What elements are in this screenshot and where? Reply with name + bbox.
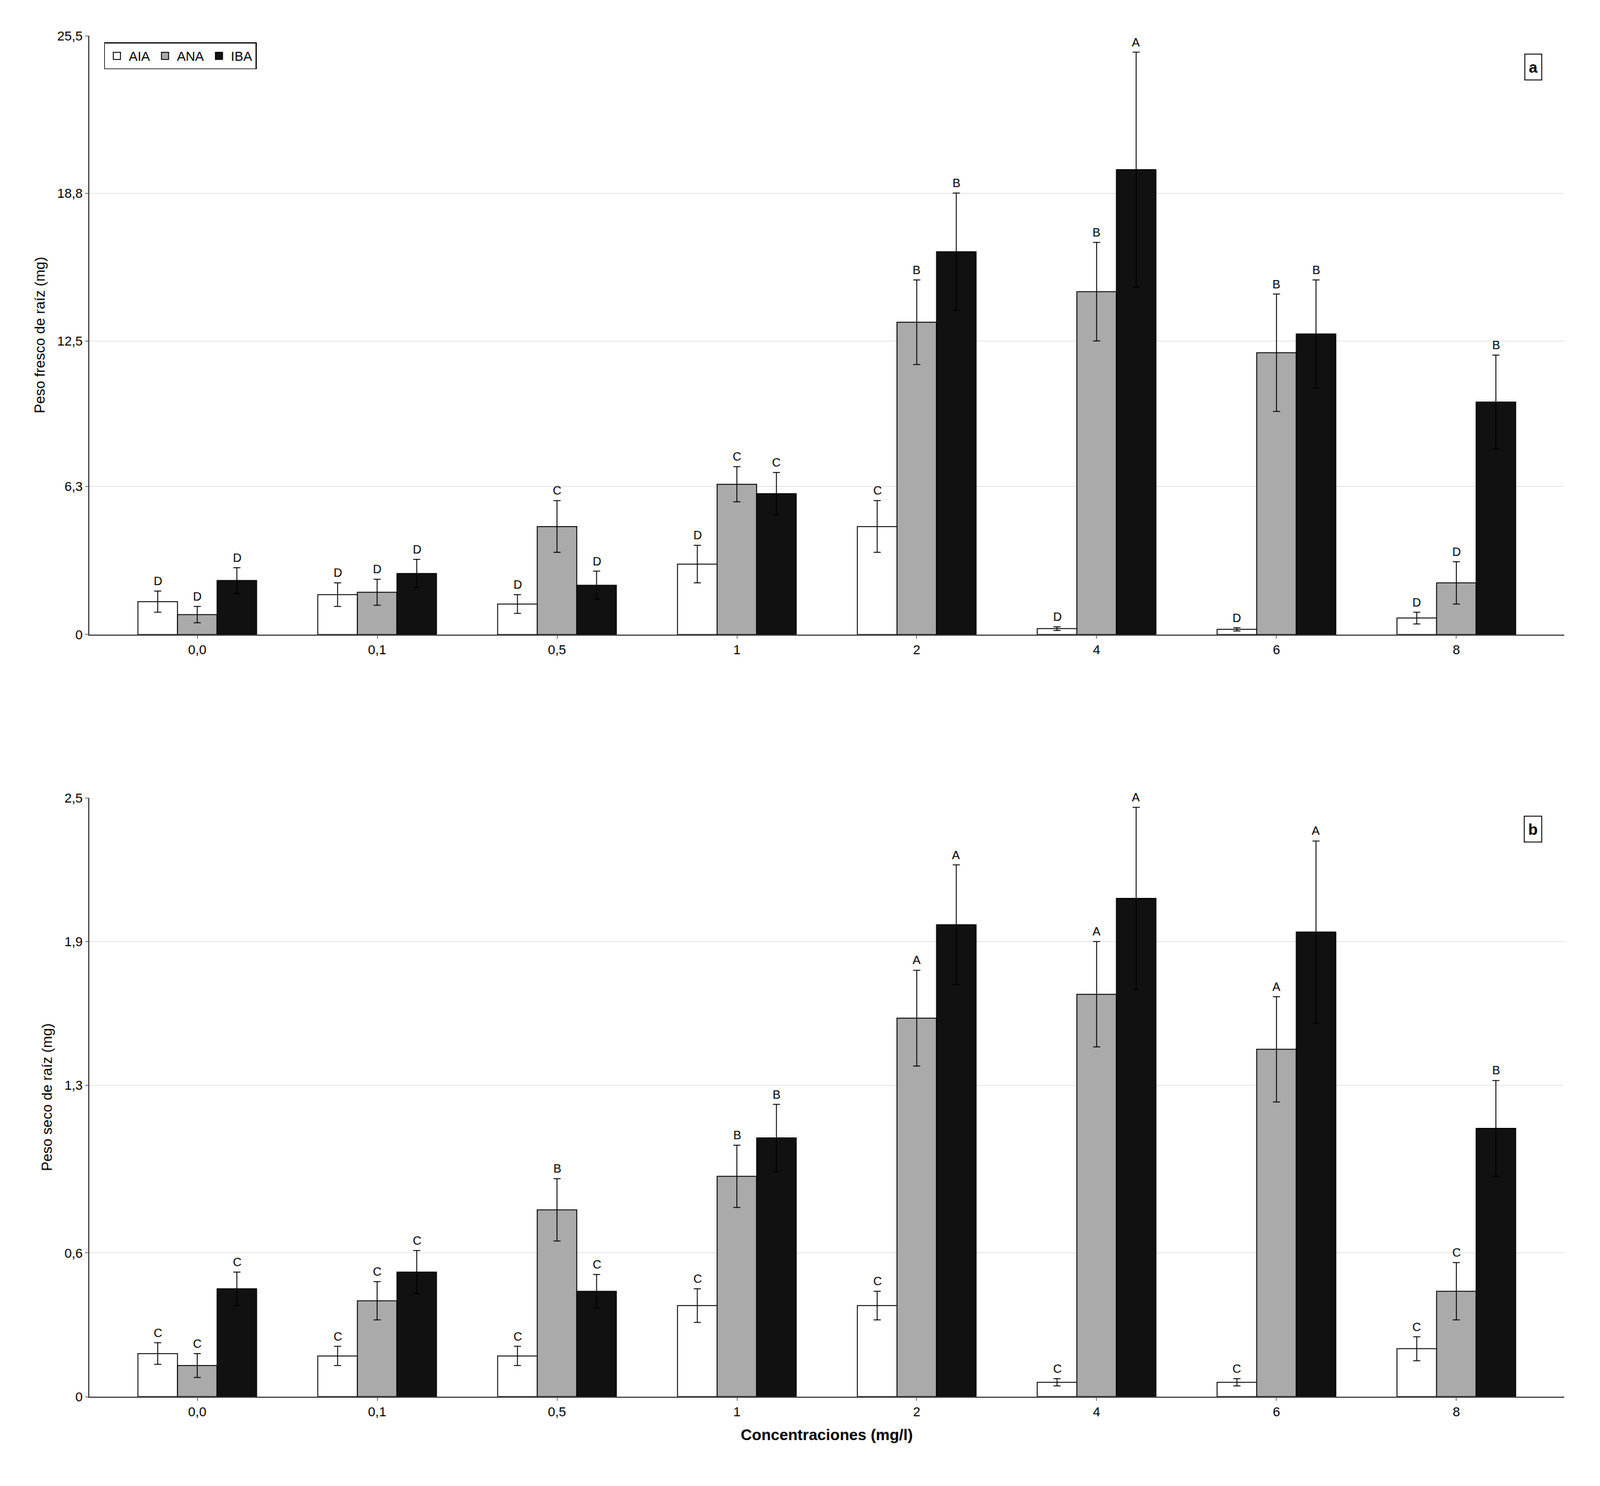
svg-text:B: B [1312,263,1321,277]
svg-text:0,0: 0,0 [188,642,207,658]
svg-text:D: D [412,542,422,556]
svg-text:25,5: 25,5 [57,28,83,44]
svg-text:D: D [372,562,382,576]
svg-text:12,5: 12,5 [57,333,83,349]
svg-text:Peso seco de raíz (mg): Peso seco de raíz (mg) [38,1022,55,1171]
svg-text:1: 1 [733,1404,741,1419]
svg-text:C: C [333,1329,342,1343]
svg-text:B: B [1492,338,1500,352]
svg-text:6: 6 [1272,642,1281,658]
svg-text:B: B [912,263,921,277]
svg-text:D: D [1232,611,1241,625]
svg-text:A: A [1272,979,1281,994]
svg-text:8: 8 [1452,642,1461,658]
svg-text:1,3: 1,3 [64,1077,83,1093]
svg-text:D: D [153,574,163,588]
svg-text:8: 8 [1452,1404,1461,1419]
svg-text:D: D [1452,545,1461,559]
svg-text:A: A [1131,35,1141,49]
svg-text:C: C [1452,1245,1461,1259]
svg-text:C: C [693,1271,702,1285]
svg-text:2: 2 [913,1404,921,1419]
svg-text:0,0: 0,0 [188,1404,207,1419]
svg-text:B: B [1272,277,1281,291]
svg-text:D: D [1412,595,1421,609]
svg-text:6: 6 [1272,1404,1281,1419]
svg-text:1,9: 1,9 [64,934,83,949]
svg-text:C: C [592,1257,602,1271]
svg-text:D: D [592,554,602,568]
svg-text:B: B [772,1087,781,1101]
svg-text:C: C [513,1329,522,1343]
svg-text:C: C [1232,1361,1241,1375]
svg-text:A: A [1092,924,1101,938]
svg-text:0: 0 [75,1389,83,1405]
svg-text:D: D [693,528,702,542]
svg-text:Concentraciones (mg/l): Concentraciones (mg/l) [741,1425,914,1444]
svg-text:A: A [912,953,921,967]
svg-text:D: D [333,565,342,580]
svg-text:C: C [372,1264,382,1278]
svg-text:4: 4 [1093,642,1101,658]
svg-text:0,1: 0,1 [368,642,387,658]
svg-text:0,5: 0,5 [548,642,567,658]
svg-text:Peso fresco de raíz (mg): Peso fresco de raíz (mg) [31,256,48,414]
svg-text:C: C [232,1255,242,1269]
svg-text:C: C [873,1274,882,1288]
svg-text:C: C [153,1325,163,1340]
svg-text:ANA: ANA [176,48,205,64]
svg-text:4: 4 [1093,1404,1101,1419]
svg-text:a: a [1529,58,1539,77]
svg-text:C: C [552,483,562,497]
svg-text:B: B [553,1161,562,1175]
svg-text:18,8: 18,8 [57,185,83,201]
svg-text:A: A [1131,790,1141,804]
svg-text:0,6: 0,6 [64,1245,83,1261]
svg-text:B: B [1092,225,1101,239]
svg-text:D: D [1053,609,1062,624]
svg-text:D: D [513,577,522,591]
svg-text:A: A [1311,823,1321,837]
svg-text:2,5: 2,5 [64,790,83,806]
svg-text:A: A [951,848,961,862]
svg-text:B: B [952,176,961,190]
svg-text:C: C [412,1233,422,1247]
svg-text:D: D [193,589,202,603]
svg-text:0: 0 [75,627,83,643]
svg-text:C: C [1053,1361,1062,1375]
svg-text:C: C [193,1336,202,1350]
svg-text:1: 1 [733,642,741,658]
svg-text:2: 2 [913,642,921,658]
svg-text:0,5: 0,5 [548,1404,567,1419]
svg-text:C: C [732,449,742,463]
svg-text:C: C [873,483,882,497]
svg-text:B: B [1492,1063,1500,1077]
svg-text:IBA: IBA [231,48,253,64]
svg-text:C: C [772,455,781,469]
svg-text:0,1: 0,1 [368,1404,387,1419]
svg-text:D: D [232,551,242,565]
svg-text:B: B [733,1128,742,1142]
svg-text:AIA: AIA [128,48,151,64]
svg-text:C: C [1412,1320,1421,1334]
svg-text:b: b [1528,820,1539,839]
svg-text:6,3: 6,3 [64,478,83,494]
